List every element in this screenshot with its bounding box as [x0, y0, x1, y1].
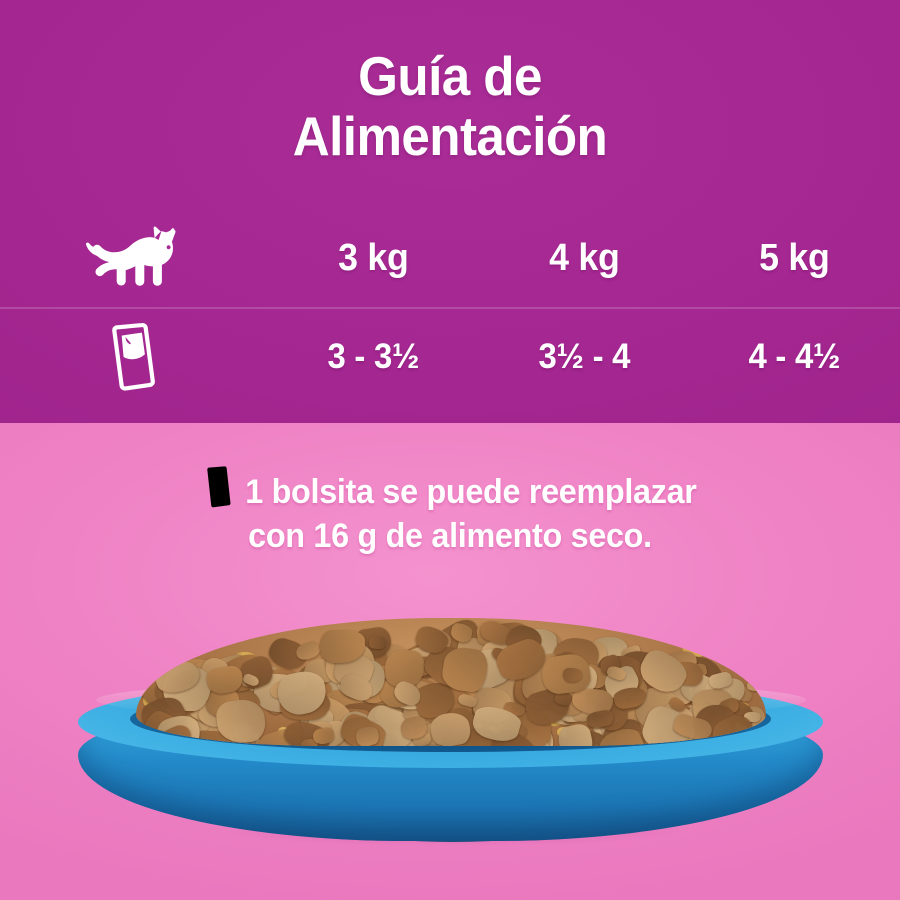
cat-icon [86, 226, 176, 286]
cell-weight-1: 3 kg [338, 237, 409, 279]
food-chunk [368, 634, 387, 650]
table-row-divider [0, 307, 900, 309]
table-row: 3 - 3½ 3½ - 4 4 - 4½ [0, 309, 900, 405]
pouch-icon [112, 322, 155, 391]
cell-pouch-3: 4 - 4½ [748, 337, 841, 376]
food-mound [136, 618, 766, 746]
product-photo-section: 1 bolsita se puede reemplazar con 16 g d… [0, 423, 900, 900]
pouch-icon [207, 466, 231, 508]
cell-pouch-1: 3 - 3½ [327, 337, 420, 376]
substitution-note: 1 bolsita se puede reemplazar con 16 g d… [23, 463, 878, 558]
feeding-guide-panel: Guía de Alimentación 3 kg 4 kg 5 kg [0, 0, 900, 423]
row-icon-cell-cat [0, 210, 268, 307]
cell-pouch-2: 3½ - 4 [538, 337, 630, 376]
cell-weight-3: 5 kg [759, 237, 830, 279]
table-row: 3 kg 4 kg 5 kg [0, 210, 900, 307]
cell-weight-2: 4 kg [548, 237, 620, 279]
row-icon-cell-pouch [0, 309, 268, 405]
substitution-note-line-2: con 16 g de alimento seco. [248, 517, 652, 555]
substitution-note-line-1: 1 bolsita se puede reemplazar [23, 463, 878, 514]
page-title: Guía de Alimentación [292, 45, 608, 167]
product-bowl-image [78, 618, 823, 863]
substitution-note-text-1: 1 bolsita se puede reemplazar [245, 473, 697, 511]
